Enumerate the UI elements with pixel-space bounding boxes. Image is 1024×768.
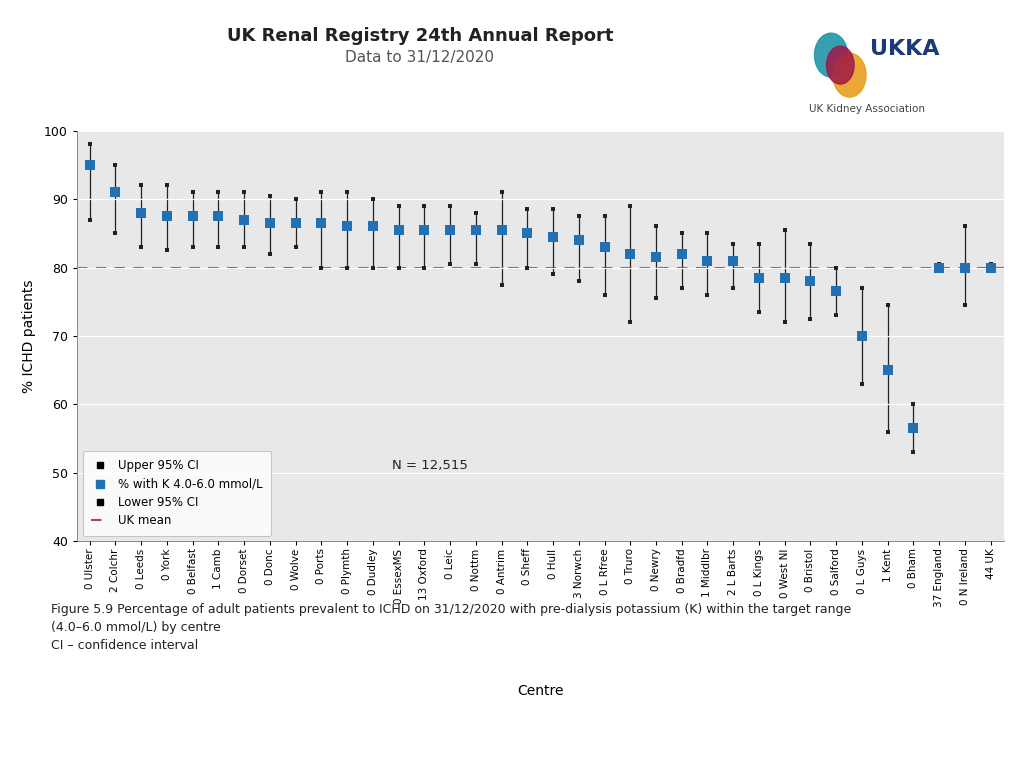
Ellipse shape	[826, 46, 854, 84]
Text: UK Renal Registry 24th Annual Report: UK Renal Registry 24th Annual Report	[226, 27, 613, 45]
Legend: Upper 95% CI, % with K 4.0-6.0 mmol/L, Lower 95% CI, UK mean: Upper 95% CI, % with K 4.0-6.0 mmol/L, L…	[83, 451, 271, 535]
Text: Data to 31/12/2020: Data to 31/12/2020	[345, 50, 495, 65]
Y-axis label: % ICHD patients: % ICHD patients	[22, 280, 36, 392]
X-axis label: Centre: Centre	[517, 684, 563, 697]
Text: UK Kidney Association: UK Kidney Association	[809, 104, 925, 114]
Text: UKKA: UKKA	[869, 39, 939, 59]
Text: Figure 5.9 Percentage of adult patients prevalent to ICHD on 31/12/2020 with pre: Figure 5.9 Percentage of adult patients …	[51, 603, 851, 652]
Ellipse shape	[833, 53, 866, 97]
Text: N = 12,515: N = 12,515	[392, 459, 468, 472]
Ellipse shape	[814, 33, 848, 77]
